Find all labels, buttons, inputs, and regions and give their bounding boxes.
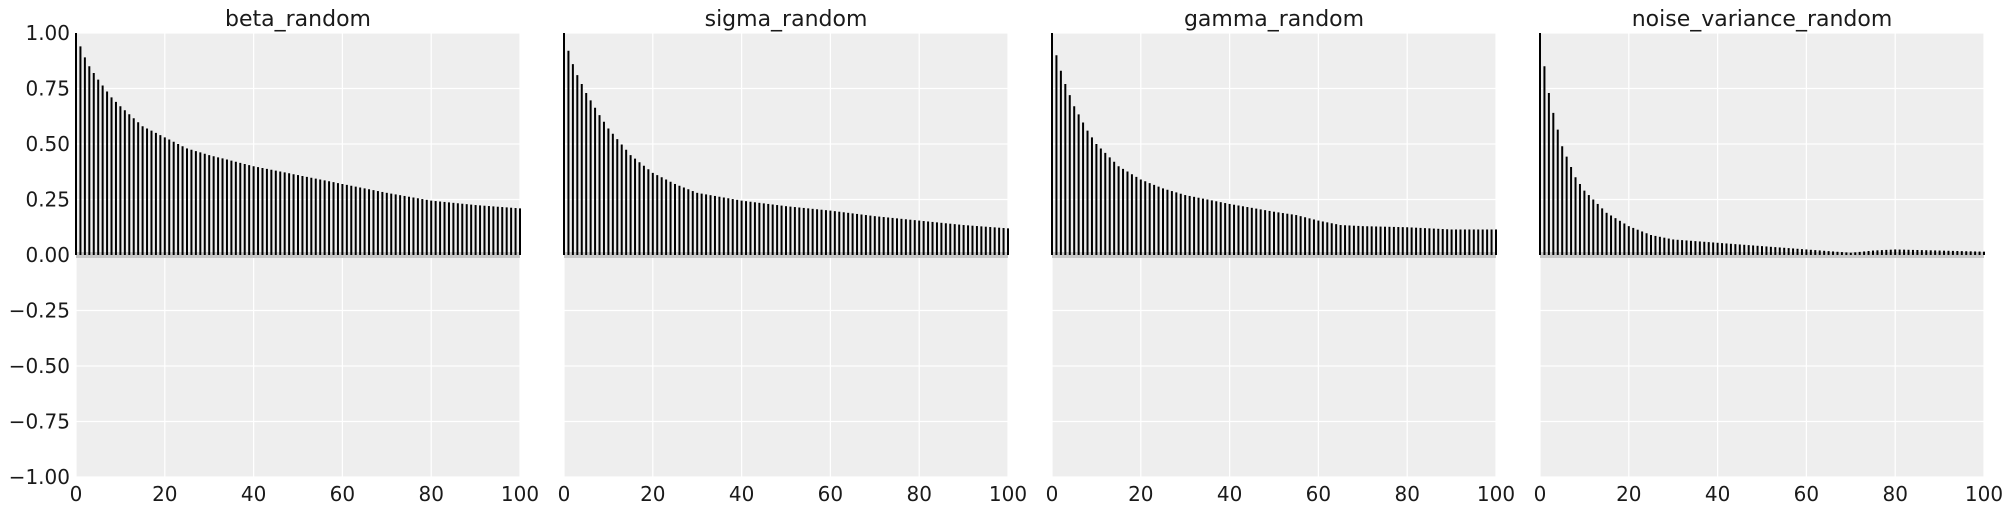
x-tick-label: 100 (989, 482, 1027, 506)
panel-sigma-random: 0 20 40 60 80 100 sigma_random (558, 7, 1027, 506)
x-tick-label: 40 (729, 482, 754, 506)
x-tick-label: 0 (1534, 482, 1547, 506)
panel-title: sigma_random (705, 7, 868, 32)
x-tick-label: 60 (1794, 482, 1819, 506)
x-tick-label: 0 (558, 482, 571, 506)
x-tick-label: 100 (1477, 482, 1515, 506)
x-tick-label: 40 (241, 482, 266, 506)
y-tick-label: 0.75 (25, 77, 70, 101)
x-tick-label: 20 (1616, 482, 1641, 506)
x-tick-label: 80 (1882, 482, 1907, 506)
y-tick-label: 0.00 (25, 243, 70, 267)
y-tick-label: −0.75 (9, 410, 70, 434)
x-tick-label: 80 (418, 482, 443, 506)
x-tick-label: 100 (1965, 482, 2003, 506)
x-tick-label: 80 (1394, 482, 1419, 506)
x-tick-label: 0 (1046, 482, 1059, 506)
x-tick-label: 60 (818, 482, 843, 506)
x-tick-label: 20 (1128, 482, 1153, 506)
x-tick-label: 20 (640, 482, 665, 506)
y-tick-label: −0.50 (9, 354, 70, 378)
y-tick-label: −1.00 (9, 465, 70, 489)
panel-title: gamma_random (1184, 7, 1364, 32)
panel-title: noise_variance_random (1632, 7, 1893, 32)
x-tick-label: 100 (501, 482, 539, 506)
x-tick-label: 80 (906, 482, 931, 506)
y-tick-label: −0.25 (9, 299, 70, 323)
x-tick-label: 0 (70, 482, 83, 506)
x-tick-label: 20 (152, 482, 177, 506)
x-tick-label: 60 (330, 482, 355, 506)
x-tick-label: 40 (1217, 482, 1242, 506)
panel-beta-random: 0 20 40 60 80 100 −1.00 −0.75 −0.50 −0.25 0.00 0.25… (9, 7, 539, 506)
panel-gamma-random: 0 20 40 60 80 100 gamma_random (1046, 7, 1515, 506)
panel-noise-variance-random: 0 20 40 60 80 100 noise_variance_random (1534, 7, 2003, 506)
y-tick-label: 0.25 (25, 188, 70, 212)
x-tick-label: 40 (1705, 482, 1730, 506)
panel-title: beta_random (225, 7, 371, 32)
y-tick-label: 1.00 (25, 21, 70, 45)
y-tick-label: 0.50 (25, 132, 70, 156)
x-tick-label: 60 (1306, 482, 1331, 506)
